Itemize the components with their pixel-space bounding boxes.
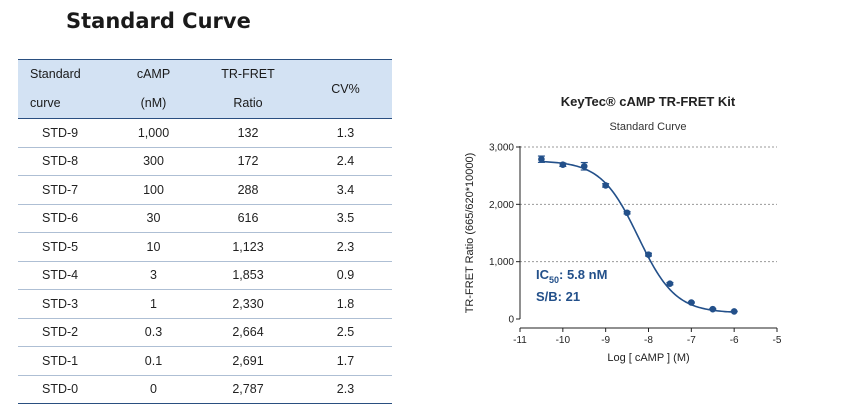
cell-standard: STD-7 <box>18 175 110 205</box>
cell-standard: STD-1 <box>18 346 110 376</box>
data-point <box>580 162 588 170</box>
header-line: cAMP <box>136 67 171 81</box>
cell-standard: STD-0 <box>18 375 110 404</box>
x-tick-label: -10 <box>556 335 571 346</box>
cell-tr-fret-ratio: 2,787 <box>197 375 299 404</box>
cell-standard: STD-2 <box>18 318 110 347</box>
cell-camp-nm: 100 <box>110 175 197 205</box>
cell-cv: 2.4 <box>299 147 392 176</box>
ic50-annotation: IC50: 5.8 nM <box>536 267 607 285</box>
data-point <box>730 308 738 315</box>
table-row: STD-1 0.1 2,691 1.7 <box>18 346 392 376</box>
table-row: STD-6 30 616 3.5 <box>18 204 392 233</box>
x-tick-label: -5 <box>773 335 782 346</box>
x-tick-label: -9 <box>601 335 610 346</box>
header-line: (nM) <box>140 96 167 110</box>
cell-camp-nm: 0.1 <box>110 346 197 376</box>
cell-camp-nm: 0 <box>110 375 197 404</box>
cell-standard: STD-4 <box>18 261 110 290</box>
x-tick-label: -6 <box>730 335 739 346</box>
cell-cv: 1.8 <box>299 289 392 319</box>
cell-cv: 2.5 <box>299 318 392 347</box>
cell-camp-nm: 10 <box>110 232 197 262</box>
cell-camp-nm: 3 <box>110 261 197 290</box>
table-row: STD-4 3 1,853 0.9 <box>18 261 392 290</box>
cell-tr-fret-ratio: 616 <box>197 204 299 233</box>
page-title: Standard Curve <box>66 9 251 33</box>
ic50-subscript: 50 <box>549 275 559 285</box>
cell-cv: 1.3 <box>299 118 392 148</box>
x-tick-label: -11 <box>513 335 527 346</box>
fit-curve <box>541 160 735 313</box>
cell-tr-fret-ratio: 132 <box>197 118 299 148</box>
y-tick-label: 2,000 <box>489 200 514 211</box>
table-row: STD-8 300 172 2.4 <box>18 147 392 176</box>
data-point <box>623 209 631 217</box>
cell-camp-nm: 30 <box>110 204 197 233</box>
header-cv-percent: CV% <box>299 59 392 119</box>
table-body: STD-9 1,000 132 1.3 STD-8 300 172 2.4 STD-7 100 28… <box>18 118 392 404</box>
table-row: STD-5 10 1,123 2.3 <box>18 232 392 262</box>
cell-standard: STD-3 <box>18 289 110 319</box>
data-point <box>645 251 652 258</box>
cell-cv: 2.3 <box>299 232 392 262</box>
y-tick-label: 1,000 <box>489 257 514 268</box>
cell-tr-fret-ratio: 2,664 <box>197 318 299 347</box>
table-row: STD-3 1 2,330 1.8 <box>18 289 392 319</box>
chart-subtitle: Standard Curve <box>609 121 686 133</box>
cell-tr-fret-ratio: 288 <box>197 175 299 205</box>
x-axis-label: Log [ cAMP ] (M) <box>607 352 689 364</box>
cell-standard: STD-6 <box>18 204 110 233</box>
cell-cv: 2.3 <box>299 375 392 404</box>
y-axis-label: TR-FRET Ratio (665/620*10000) <box>464 153 476 314</box>
table-row: STD-2 0.3 2,664 2.5 <box>18 318 392 347</box>
sb-annotation: S/B: 21 <box>536 289 580 304</box>
x-tick-label: -7 <box>687 335 696 346</box>
header-line: curve <box>30 96 61 110</box>
x-tick-label: -8 <box>644 335 653 346</box>
cell-camp-nm: 0.3 <box>110 318 197 347</box>
table-row: STD-0 0 2,787 2.3 <box>18 375 392 404</box>
cell-tr-fret-ratio: 1,853 <box>197 261 299 290</box>
y-tick-label: 0 <box>508 315 514 326</box>
data-point <box>602 182 609 189</box>
cell-tr-fret-ratio: 1,123 <box>197 232 299 262</box>
cell-camp-nm: 300 <box>110 147 197 176</box>
chart-title: KeyTec® cAMP TR-FRET Kit <box>561 94 736 109</box>
cell-standard: STD-9 <box>18 118 110 148</box>
header-line: TR-FRET <box>221 67 275 81</box>
data-point <box>666 280 674 287</box>
header-camp: cAMP (nM) <box>110 59 197 119</box>
header-tr-fret-ratio: TR-FRET Ratio <box>197 59 299 119</box>
data-point <box>538 155 545 163</box>
cell-tr-fret-ratio: 2,330 <box>197 289 299 319</box>
cell-cv: 1.7 <box>299 346 392 376</box>
ic50-value: : 5.8 nM <box>559 267 607 282</box>
cell-standard: STD-5 <box>18 232 110 262</box>
cell-cv: 3.5 <box>299 204 392 233</box>
data-point <box>688 299 695 306</box>
cell-standard: STD-8 <box>18 147 110 176</box>
cell-camp-nm: 1,000 <box>110 118 197 148</box>
y-tick-label: 3,000 <box>489 143 514 154</box>
table-row: STD-9 1,000 132 1.3 <box>18 118 392 148</box>
cell-cv: 3.4 <box>299 175 392 205</box>
cell-tr-fret-ratio: 172 <box>197 147 299 176</box>
cell-tr-fret-ratio: 2,691 <box>197 346 299 376</box>
cell-cv: 0.9 <box>299 261 392 290</box>
data-point <box>709 305 717 313</box>
ic50-label: IC <box>536 267 550 282</box>
standard-curve-table: Standard curve cAMP (nM) TR-FRET Ratio C… <box>18 59 392 404</box>
header-standard-curve: Standard curve <box>18 59 110 119</box>
header-line: CV% <box>331 82 360 96</box>
cell-camp-nm: 1 <box>110 289 197 319</box>
data-point <box>559 161 567 169</box>
standard-curve-chart: KeyTec® cAMP TR-FRET Kit Standard Curve 0 1… <box>464 94 782 364</box>
header-line: Ratio <box>233 96 263 110</box>
header-line: Standard <box>30 67 81 81</box>
table-header-row: Standard curve cAMP (nM) TR-FRET Ratio C… <box>18 59 392 119</box>
table-row: STD-7 100 288 3.4 <box>18 175 392 205</box>
